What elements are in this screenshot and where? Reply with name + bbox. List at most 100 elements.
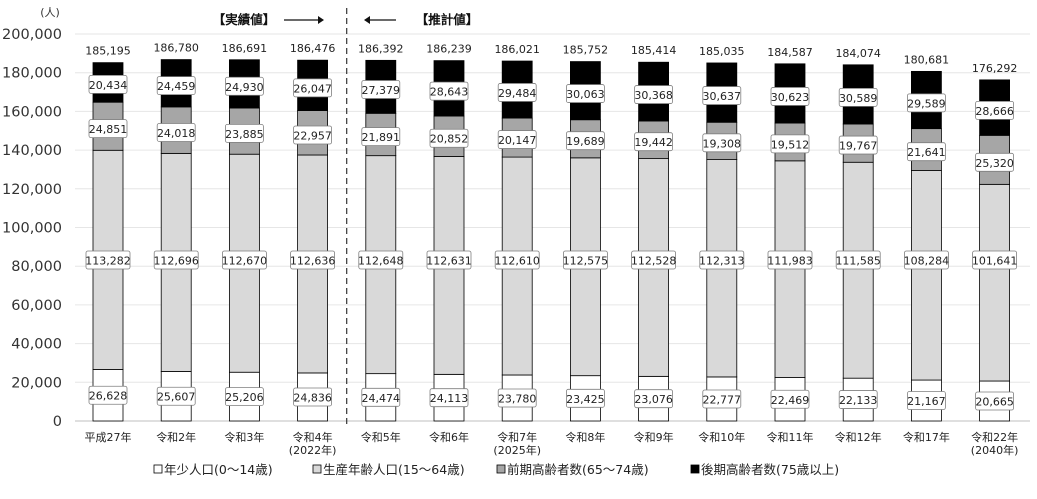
legend-label: 前期高齢者数(65～74歳) <box>507 462 649 477</box>
value-label: 30,063 <box>566 88 605 101</box>
value-label-box <box>497 83 537 102</box>
value-label-box <box>838 87 878 107</box>
legend-swatch <box>312 464 322 474</box>
value-label: 112,670 <box>222 255 268 268</box>
y-tick-label: 20,000 <box>11 375 62 391</box>
x-tick-label: 平成27年 <box>85 430 132 444</box>
value-label-box <box>770 87 810 106</box>
value-label: 22,133 <box>839 394 878 407</box>
value-label: 112,631 <box>426 255 472 268</box>
y-tick-label: 60,000 <box>11 298 62 314</box>
value-label-box <box>293 387 333 407</box>
value-label: 101,641 <box>972 255 1018 268</box>
value-label: 25,607 <box>157 391 196 404</box>
legend-swatch <box>690 464 700 474</box>
legend-label: 年少人口(0～14歳) <box>164 462 273 477</box>
value-label: 28,643 <box>430 86 469 99</box>
value-label-box <box>156 123 196 142</box>
value-label: 26,047 <box>293 82 332 95</box>
y-tick-label: 80,000 <box>11 259 62 275</box>
bar-layer <box>92 59 1010 422</box>
total-label: 185,414 <box>631 44 677 57</box>
value-label-box <box>634 132 673 152</box>
value-label: 111,983 <box>767 255 813 268</box>
total-label: 186,691 <box>222 42 268 55</box>
value-label: 112,528 <box>631 255 677 268</box>
value-label-box <box>497 130 537 149</box>
x-tick-label: 令和5年 <box>361 430 401 444</box>
value-label-box <box>702 389 742 409</box>
forecast-arrow-head <box>364 16 370 24</box>
total-label: 186,780 <box>153 42 199 55</box>
value-label: 21,641 <box>907 146 946 159</box>
legend-label: 生産年齢人口(15～64歳) <box>323 462 465 477</box>
value-label-box <box>972 250 1017 270</box>
value-label: 24,851 <box>89 123 128 136</box>
label-layer: 26,628 113,282 24,851 20,434 185,195 25,607 11… <box>85 42 1018 411</box>
value-label: 29,589 <box>907 97 946 110</box>
value-label-box <box>566 131 605 151</box>
value-label-box <box>634 85 673 104</box>
legend-layer: 年少人口(0～14歳) 生産年齢人口(15～64歳) 前期高齢者数(65～74歳) 後… <box>153 462 839 477</box>
value-label: 20,147 <box>498 134 537 147</box>
value-label-box <box>429 128 469 148</box>
value-label: 26,628 <box>89 390 128 403</box>
value-label-box <box>770 389 810 409</box>
value-label-box <box>838 135 878 155</box>
value-label-box <box>566 84 605 103</box>
value-label: 22,469 <box>771 394 810 407</box>
value-label: 19,442 <box>634 136 673 149</box>
actual-arrow-head <box>318 16 324 24</box>
value-label: 19,512 <box>771 138 810 151</box>
value-label-box <box>904 250 949 270</box>
value-label-box <box>224 76 264 96</box>
value-label-box <box>907 93 946 113</box>
y-tick-label: 180,000 <box>2 66 62 82</box>
value-label-box <box>88 385 128 405</box>
value-label-box <box>907 391 946 410</box>
value-label-box <box>88 74 128 94</box>
value-label: 23,425 <box>566 393 605 406</box>
value-label-box <box>907 142 946 162</box>
x-tick-label: (2040年) <box>971 443 1019 457</box>
value-label-box <box>429 388 469 408</box>
total-label: 185,035 <box>699 45 745 58</box>
value-label-box <box>770 134 810 154</box>
x-tick-label: 令和7年 <box>497 430 537 444</box>
value-label-box <box>358 250 404 270</box>
legend-label: 後期高齢者数(75歳以上) <box>701 462 839 477</box>
x-tick-label: 令和22年 <box>971 430 1018 444</box>
value-label: 29,484 <box>498 87 537 100</box>
value-label: 30,623 <box>771 91 810 104</box>
value-label-box <box>293 125 333 145</box>
y-tick-label: 140,000 <box>2 143 62 159</box>
value-label-box <box>634 389 673 409</box>
value-label-box <box>153 250 199 270</box>
value-label: 111,585 <box>835 255 881 268</box>
value-label-box <box>975 391 1014 411</box>
y-tick-label: 160,000 <box>2 104 62 120</box>
value-label-box <box>224 124 264 143</box>
x-tick-label: 令和11年 <box>767 430 814 444</box>
value-label-box <box>975 152 1014 172</box>
legend-swatch <box>496 464 506 474</box>
y-tick-label: 0 <box>53 414 62 430</box>
value-label: 24,836 <box>293 391 332 404</box>
value-label: 28,666 <box>975 105 1014 118</box>
total-label: 180,681 <box>904 53 950 66</box>
value-label: 19,767 <box>839 140 878 153</box>
total-label: 184,587 <box>767 46 813 59</box>
value-label-box <box>429 81 469 101</box>
value-label-box <box>361 127 401 147</box>
total-label: 185,752 <box>563 44 609 57</box>
x-tick-label: 令和17年 <box>903 430 950 444</box>
value-label-box <box>221 250 267 270</box>
value-label: 20,434 <box>89 79 128 92</box>
x-tick-label: 令和10年 <box>698 430 745 444</box>
x-tick-label: 令和4年 <box>293 430 333 444</box>
value-label: 112,610 <box>494 255 540 268</box>
value-label-box <box>293 78 333 98</box>
value-label: 21,891 <box>362 131 401 144</box>
